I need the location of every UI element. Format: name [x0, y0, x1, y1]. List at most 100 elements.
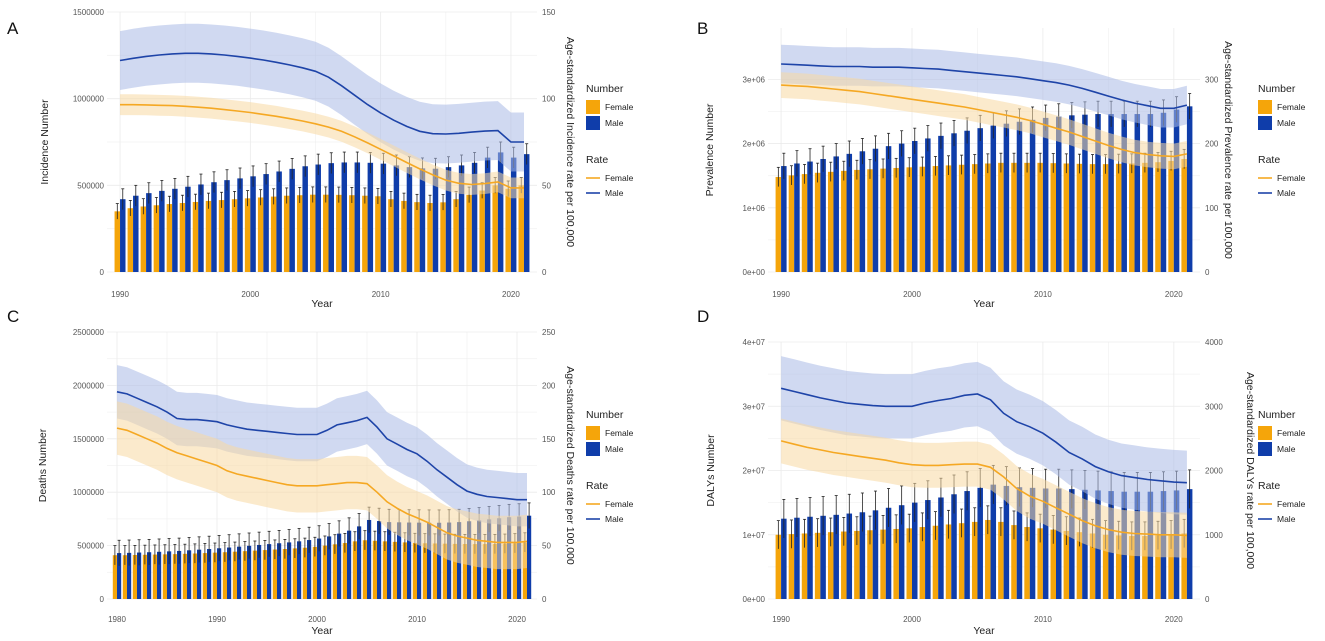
- bar-female-2003: [945, 524, 952, 599]
- bar-female-2007: [998, 521, 1004, 599]
- bar-female-2020: [505, 188, 511, 272]
- bar-male-2011: [393, 165, 400, 272]
- bar-female-1982: [132, 554, 137, 599]
- bar-female-2008: [1011, 525, 1017, 599]
- bar-male-1981: [127, 552, 132, 599]
- bar-female-1993: [242, 551, 247, 599]
- legend-number-title: Number: [586, 83, 624, 95]
- left-axis-title: Prevalence Number: [704, 103, 716, 196]
- x-axis-title: Year: [973, 298, 995, 310]
- bar-female-2015: [462, 543, 467, 599]
- bar-male-2008: [1016, 487, 1023, 599]
- bar-male-2006: [990, 125, 997, 272]
- bar-female-2010: [412, 542, 417, 599]
- legend-swatch-female-bar: [586, 100, 600, 114]
- bar-female-1990: [212, 552, 217, 599]
- right-tick-label: 250: [542, 328, 556, 337]
- bar-female-1981: [122, 555, 127, 599]
- bar-male-2016: [1121, 114, 1127, 272]
- left-tick-label: 0: [100, 268, 105, 277]
- bar-male-2009: [1029, 119, 1036, 273]
- bar-female-1990: [775, 176, 782, 272]
- legend-rate-title: Rate: [586, 154, 608, 166]
- bar-male-2005: [977, 487, 983, 599]
- bar-female-1991: [127, 208, 134, 272]
- axis-ticks: 0e+00 1e+06 2e+06 3e+06 0 100 200 300 1990 2000 20…: [743, 75, 1219, 299]
- bar-female-2018: [492, 543, 497, 599]
- bar-female-1995: [841, 170, 847, 272]
- bar-female-2000: [906, 167, 912, 272]
- bar-female-2001: [919, 527, 926, 599]
- bar-female-2016: [1115, 535, 1122, 599]
- legend-label-male-rate: Male: [605, 514, 624, 524]
- bar-female-1983: [142, 554, 147, 599]
- right-tick-label: 200: [542, 381, 556, 390]
- bar-male-2000: [912, 141, 918, 272]
- bar-male-2021: [523, 154, 530, 272]
- bar-male-2003: [289, 168, 295, 272]
- bar-male-2010: [417, 522, 422, 599]
- right-tick-label: 150: [542, 8, 556, 17]
- bar-female-2013: [442, 543, 447, 599]
- bar-female-1992: [801, 533, 808, 599]
- bar-female-1997: [205, 200, 212, 272]
- bar-male-2017: [1134, 114, 1141, 272]
- bar-male-2005: [367, 519, 372, 599]
- right-tick-label: 150: [542, 435, 556, 444]
- x-tick-label: 1980: [108, 615, 126, 624]
- bar-female-1984: [152, 554, 157, 599]
- rate-line-male: [116, 391, 527, 501]
- legend-label-female-rate: Female: [1277, 499, 1306, 509]
- bar-female-1991: [222, 552, 227, 599]
- bar-female-2011: [1050, 163, 1056, 272]
- bar-male-1995: [185, 186, 191, 272]
- right-tick-label: 4000: [1205, 338, 1223, 347]
- left-tick-label: 1e+06: [743, 204, 766, 213]
- bar-female-2000: [312, 546, 317, 599]
- bar-male-2012: [437, 522, 442, 599]
- bar-female-2001: [919, 166, 926, 272]
- bar-female-2011: [1050, 529, 1056, 599]
- bar-male-1999: [898, 505, 905, 599]
- bar-female-2003: [283, 195, 290, 272]
- left-tick-label: 2e+07: [743, 467, 766, 476]
- bar-male-2012: [1069, 115, 1075, 272]
- bar-male-2003: [951, 494, 957, 599]
- left-tick-label: 500000: [77, 542, 104, 551]
- bar-male-1986: [177, 550, 182, 599]
- bar-male-1994: [833, 156, 839, 272]
- legend-label-female-rate: Female: [605, 173, 634, 183]
- bar-female-1999: [893, 528, 899, 599]
- legend-label-male: Male: [1277, 444, 1296, 454]
- panel-B: 0e+00 1e+06 2e+06 3e+06 0 100 200 300 1990 2000 20…: [697, 19, 1306, 310]
- bar-male-1997: [872, 148, 879, 272]
- bar-male-2002: [276, 171, 282, 272]
- bar-female-2004: [352, 541, 357, 599]
- legend-swatch-male-bar: [1258, 442, 1272, 456]
- bar-male-1987: [187, 550, 192, 599]
- legend-rate-title: Rate: [1258, 480, 1280, 492]
- legend-label-female-rate: Female: [605, 499, 634, 509]
- bar-male-2001: [263, 174, 269, 272]
- bar-female-2014: [1089, 164, 1096, 272]
- bar-male-2011: [1056, 488, 1062, 599]
- bar-female-2007: [998, 162, 1004, 272]
- bar-female-2004: [958, 523, 965, 599]
- bar-male-1999: [307, 540, 312, 599]
- bar-female-2018: [479, 190, 485, 272]
- x-tick-label: 2010: [408, 615, 426, 624]
- right-tick-label: 100: [542, 95, 556, 104]
- bar-female-2021: [1181, 158, 1187, 272]
- bar-male-1983: [147, 552, 152, 599]
- bar-female-2008: [392, 541, 397, 599]
- bar-male-2001: [925, 138, 931, 272]
- bar-male-1991: [794, 517, 800, 599]
- rate-band-female: [781, 418, 1187, 558]
- bar-female-2002: [932, 525, 939, 599]
- bar-female-1994: [252, 550, 257, 599]
- bar-female-1992: [232, 551, 237, 599]
- bar-male-2016: [458, 165, 465, 272]
- bar-male-2000: [250, 176, 256, 272]
- bar-female-2010: [375, 196, 381, 272]
